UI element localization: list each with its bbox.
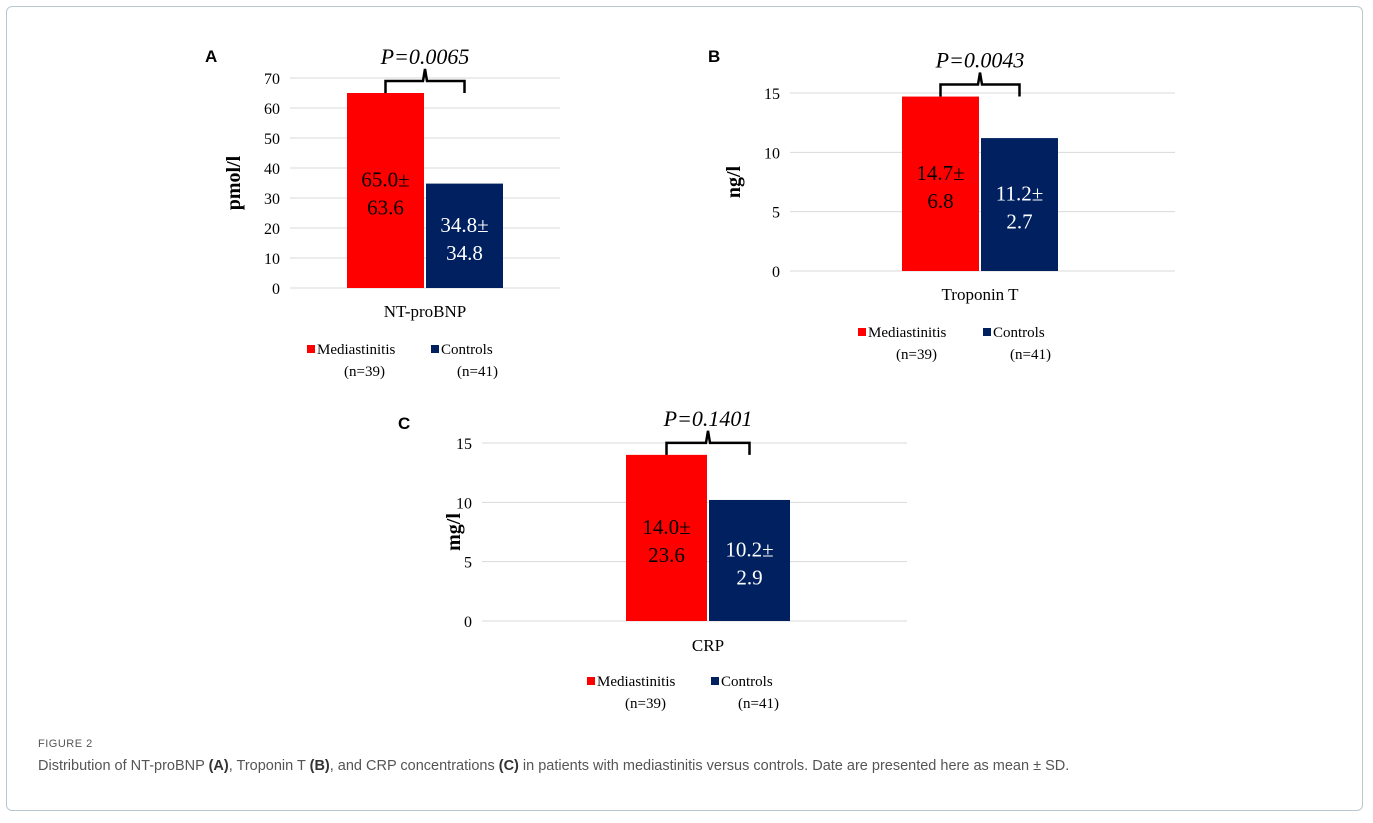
- legend-swatch-controls: [431, 345, 439, 353]
- data-label-mean: 11.2±: [996, 182, 1044, 206]
- bar-mediastinitis: [347, 93, 424, 288]
- data-label-sd: 34.8: [446, 241, 483, 265]
- legend-n-controls: (n=41): [457, 364, 498, 380]
- y-tick-label: 20: [264, 221, 280, 238]
- legend-n-controls: (n=41): [738, 696, 779, 712]
- legend-label-controls: Controls: [441, 342, 493, 358]
- chart-panel-a: A 0 10 20 30 40 50 60 70 pmol/l 65.0± 63.6 34.8± 34.8…: [205, 44, 560, 380]
- data-label-mean: 34.8±: [440, 213, 488, 237]
- y-tick-label: 10: [264, 251, 280, 268]
- y-tick-label: 15: [456, 436, 472, 453]
- y-tick-label: 0: [272, 281, 280, 298]
- bar-controls: [981, 138, 1058, 271]
- legend-swatch-controls: [983, 328, 991, 336]
- bar-controls: [426, 183, 503, 288]
- caption-ref-c: (C): [498, 758, 519, 774]
- bar-controls: [709, 499, 790, 621]
- legend-label-mediastinitis: Mediastinitis: [317, 342, 395, 358]
- y-tick-label: 50: [264, 131, 280, 148]
- y-tick-label: 10: [456, 495, 472, 512]
- legend-n-mediastinitis: (n=39): [896, 347, 937, 363]
- legend-label-mediastinitis: Mediastinitis: [597, 674, 675, 690]
- significance-bracket: [384, 68, 466, 93]
- caption-ref-a: (A): [208, 758, 229, 774]
- legend-label-mediastinitis: Mediastinitis: [868, 325, 946, 341]
- legend-swatch-mediastinitis: [587, 677, 595, 685]
- legend-label-controls: Controls: [993, 325, 1045, 341]
- y-tick-label: 10: [764, 145, 780, 162]
- y-tick-label: 0: [772, 264, 780, 281]
- figure-label: FIGURE 2: [38, 738, 93, 750]
- legend-n-mediastinitis: (n=39): [625, 696, 666, 712]
- bar-mediastinitis: [626, 454, 707, 621]
- data-label-mean: 10.2±: [725, 537, 773, 561]
- legend-label-controls: Controls: [721, 674, 773, 690]
- y-axis-title: ng/l: [723, 165, 745, 198]
- p-value-label: P=0.0065: [380, 44, 470, 69]
- legend-swatch-mediastinitis: [858, 328, 866, 336]
- y-tick-label: 60: [264, 101, 280, 118]
- panel-label: C: [398, 414, 410, 433]
- data-label-sd: 2.9: [736, 565, 762, 589]
- y-axis-title: mg/l: [443, 513, 465, 551]
- data-label-sd: 63.6: [367, 196, 404, 220]
- p-value-label: P=0.1401: [663, 406, 753, 431]
- chart-panel-c: C 0 5 10 15 mg/l 14.0± 23.6 10.2± 2.9 P=0.1401 CRP M…: [398, 406, 907, 712]
- y-tick-label: 5: [772, 205, 780, 222]
- chart-panel-b: B 0 5 10 15 ng/l 14.7± 6.8 11.2± 2.7 P=0.0043 Tropo…: [708, 47, 1175, 363]
- y-tick-label: 40: [264, 161, 280, 178]
- y-tick-label: 0: [464, 614, 472, 631]
- legend-swatch-controls: [711, 677, 719, 685]
- y-tick-label: 15: [764, 86, 780, 103]
- panel-label: A: [205, 47, 217, 66]
- significance-bracket: [939, 72, 1021, 97]
- data-label-sd: 2.7: [1006, 210, 1032, 234]
- figure-frame: [6, 6, 1363, 811]
- x-category-label: NT-proBNP: [384, 302, 467, 321]
- data-label-sd: 23.6: [648, 543, 685, 567]
- caption-ref-b: (B): [309, 758, 330, 774]
- bar-mediastinitis: [902, 96, 979, 271]
- data-label-mean: 14.0±: [642, 515, 690, 539]
- significance-bracket: [665, 430, 751, 455]
- data-label-mean: 65.0±: [361, 168, 409, 192]
- x-category-label: CRP: [692, 636, 724, 655]
- panel-label: B: [708, 47, 720, 66]
- y-axis-title: pmol/l: [223, 155, 245, 210]
- figure-caption: FIGURE 2 Distribution of NT-proBNP (A), …: [38, 738, 1328, 776]
- data-label-mean: 14.7±: [916, 161, 964, 185]
- legend-n-controls: (n=41): [1010, 347, 1051, 363]
- y-tick-label: 70: [264, 71, 280, 88]
- legend-n-mediastinitis: (n=39): [344, 364, 385, 380]
- caption-text: Distribution of NT-proBNP (A), Troponin …: [38, 758, 1070, 774]
- p-value-label: P=0.0043: [935, 48, 1025, 73]
- data-label-sd: 6.8: [927, 189, 953, 213]
- x-category-label: Troponin T: [942, 285, 1020, 304]
- y-tick-label: 30: [264, 191, 280, 208]
- y-tick-label: 5: [464, 555, 472, 572]
- legend-swatch-mediastinitis: [307, 345, 315, 353]
